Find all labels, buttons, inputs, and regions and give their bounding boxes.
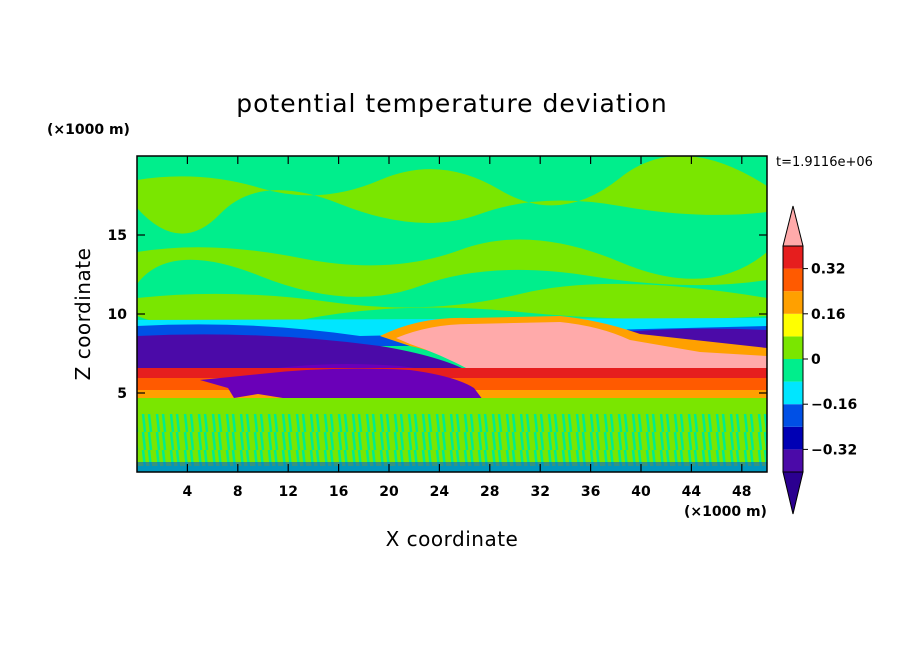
surface-noise	[137, 462, 767, 472]
colorbar-segment	[783, 313, 803, 337]
x-tick-label: 24	[430, 484, 450, 500]
colorbar-tick-label: 0	[811, 352, 821, 368]
plot-area	[137, 156, 767, 472]
lower-green-band	[137, 283, 767, 330]
colorbar-segment	[783, 291, 803, 314]
chart-title: potential temperature deviation	[236, 89, 667, 118]
warm-band-red	[137, 368, 767, 378]
time-label: t=1.9116e+06	[776, 155, 873, 170]
x-tick-label: 12	[278, 484, 297, 500]
mid-green-band	[137, 239, 767, 297]
colorbar-tick-label: −0.32	[811, 442, 857, 458]
x-tick-label: 16	[329, 484, 348, 500]
y-axis-unit: (×1000 m)	[47, 122, 130, 138]
y-tick-label: 10	[108, 307, 128, 323]
lower-layer	[137, 414, 767, 466]
colorbar-segment	[783, 449, 803, 472]
y-axis-label: Z coordinate	[71, 248, 95, 381]
colorbar: 0.32 0.16 0 −0.16 −0.32	[782, 205, 857, 515]
colorbar-segment	[783, 404, 803, 427]
x-tick-label: 4	[183, 484, 193, 500]
colorbar-tick-label: 0.32	[811, 262, 846, 278]
x-tick-label: 8	[233, 484, 243, 500]
x-axis-label: X coordinate	[386, 527, 519, 551]
y-tick-label: 5	[117, 386, 127, 402]
upper-green-band	[137, 156, 767, 234]
x-axis: 4 8 12 16 20 24 28 32 36 40 44 48	[183, 156, 752, 500]
y-tick-label: 15	[108, 228, 127, 244]
colorbar-extend-low	[782, 471, 804, 515]
colorbar-segment	[783, 268, 803, 292]
colorbar-segment	[783, 381, 803, 405]
x-tick-label: 36	[581, 484, 600, 500]
x-axis-unit: (×1000 m)	[684, 504, 767, 520]
x-tick-label: 20	[379, 484, 399, 500]
colorbar-tick-label: −0.16	[811, 397, 857, 413]
x-tick-label: 32	[530, 484, 549, 500]
colorbar-segment	[783, 426, 803, 450]
y-axis: 5 10 15	[108, 228, 767, 402]
colorbar-tick-label: 0.16	[811, 307, 846, 323]
colorbar-extend-high	[782, 205, 804, 247]
colorbar-segment	[783, 359, 803, 382]
warm-anomaly-core	[396, 322, 767, 370]
x-tick-label: 28	[480, 484, 499, 500]
x-tick-label: 44	[682, 484, 702, 500]
x-tick-label: 40	[631, 484, 651, 500]
colorbar-segment	[783, 336, 803, 359]
colorbar-segment	[783, 246, 803, 269]
x-tick-label: 48	[732, 484, 751, 500]
